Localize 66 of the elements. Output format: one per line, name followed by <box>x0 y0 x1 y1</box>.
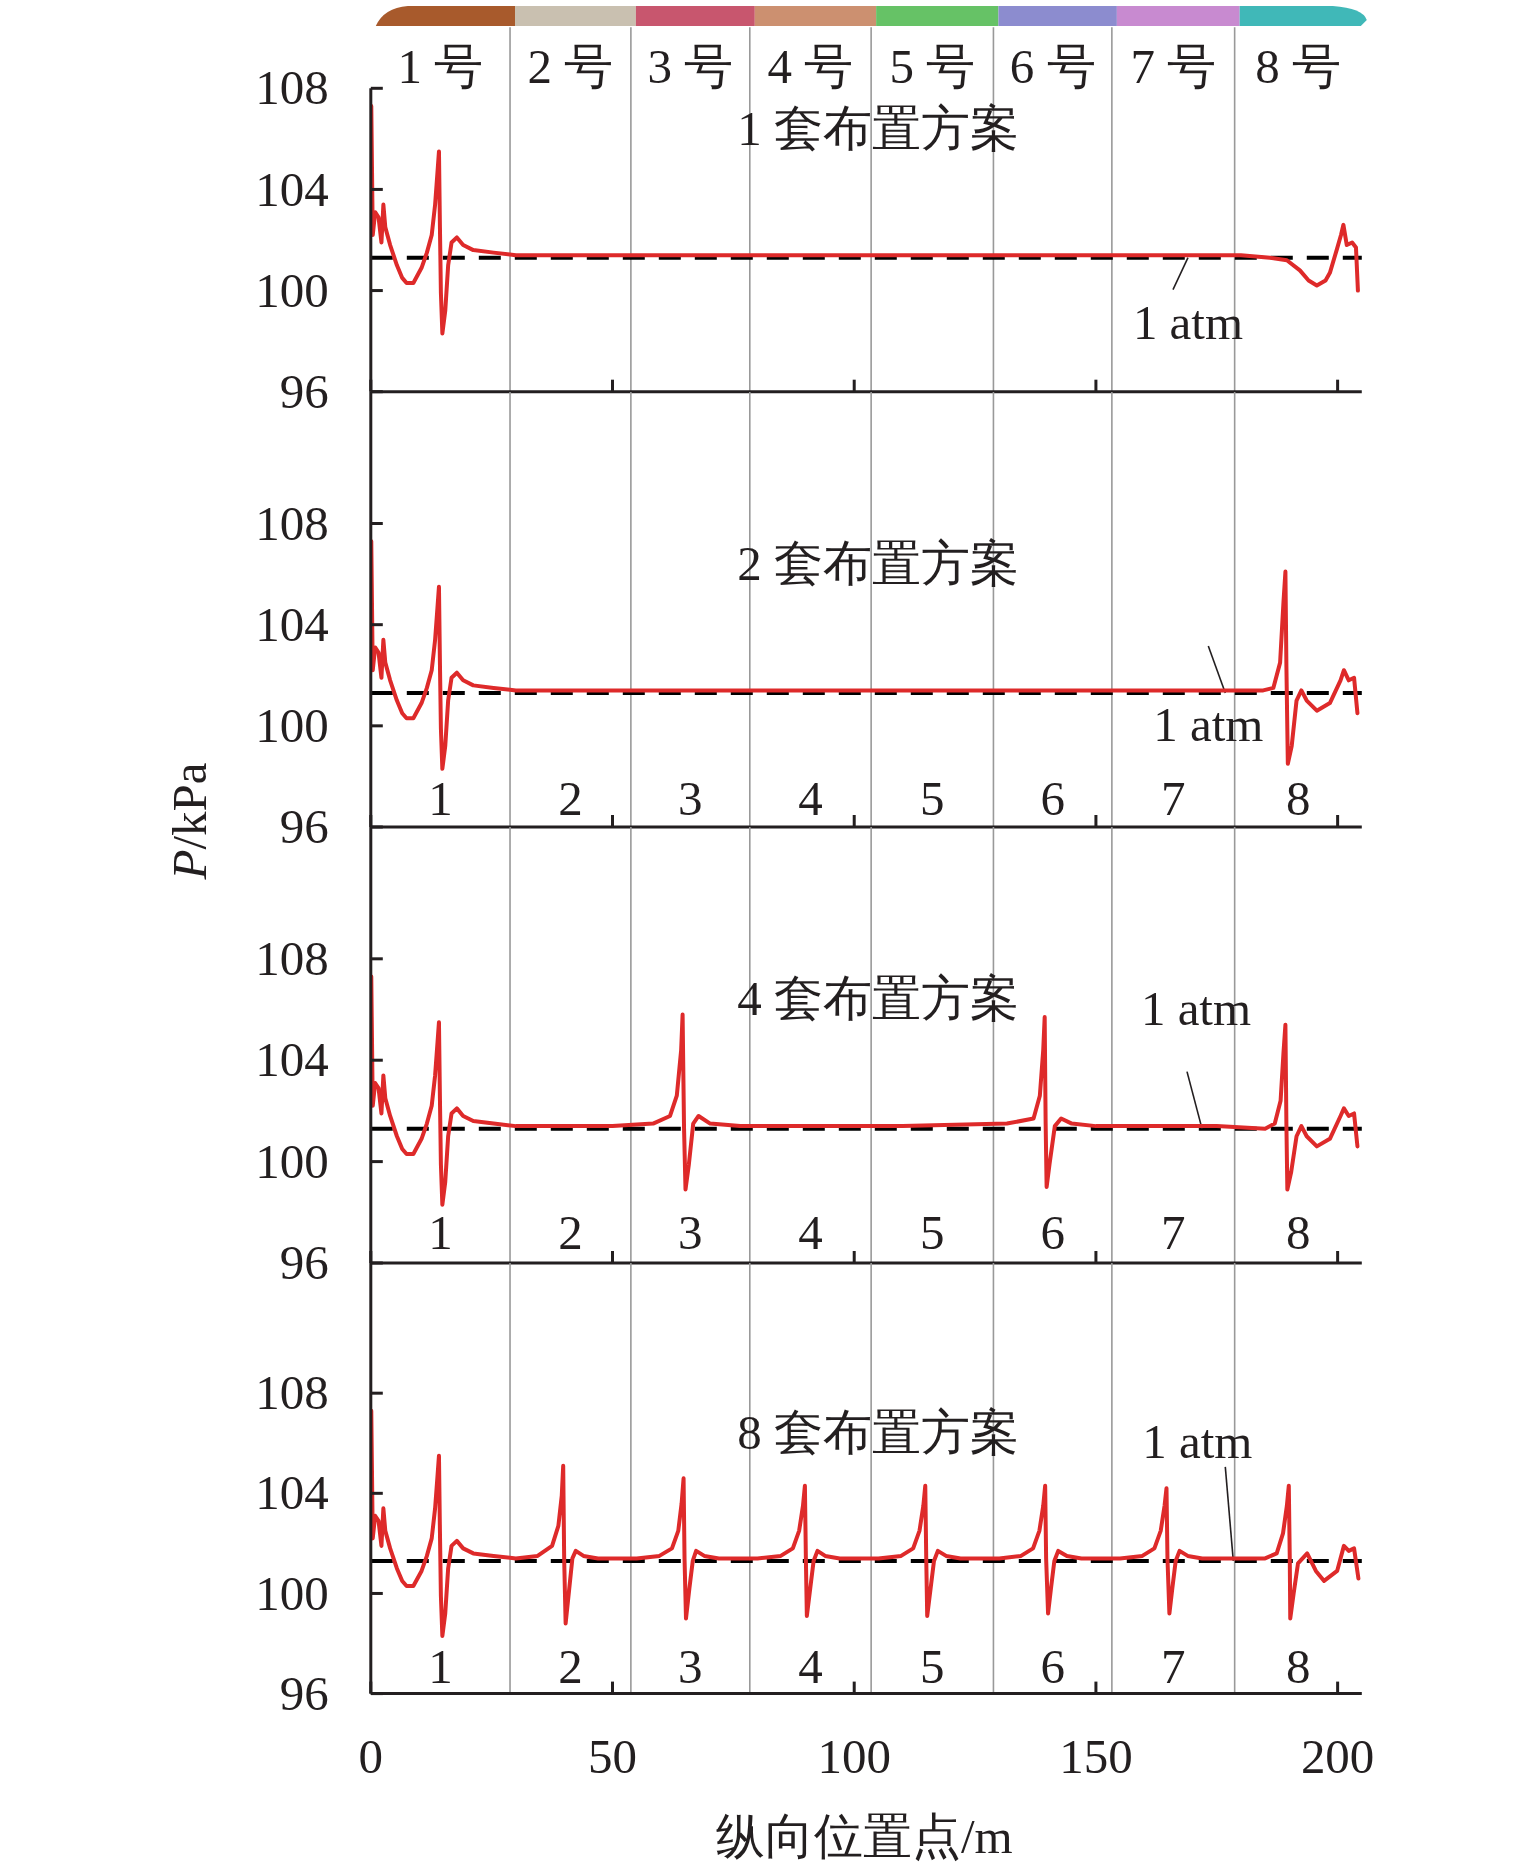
annotation: 8 <box>1285 1638 1311 1694</box>
y-tick-label: 104 <box>255 596 329 652</box>
ref-line-label: 1 atm <box>1153 696 1264 752</box>
x-tick-label: 150 <box>1059 1728 1133 1784</box>
y-tick-label: 104 <box>255 1465 329 1521</box>
annotation: 2 <box>558 770 583 826</box>
annotation: 3 <box>678 1204 703 1260</box>
annotation: 3 <box>678 1638 703 1694</box>
y-tick-label: 96 <box>279 798 329 854</box>
annotation: 6 <box>1040 1204 1065 1260</box>
line-series <box>370 974 1360 1207</box>
ref-line-label: 1 atm <box>1140 980 1252 1036</box>
y-axis-title: P/kPa <box>161 762 217 880</box>
ref-line-label: 1 atm <box>1142 1413 1253 1469</box>
line-series <box>370 538 1360 771</box>
annotation: 7 号 <box>1130 39 1217 95</box>
text: 8 套布置方案 <box>737 1404 1019 1460</box>
text: 2 套布置方案 <box>737 535 1019 591</box>
y-tick-label: 108 <box>255 1365 329 1421</box>
y-tick-label: 100 <box>255 697 329 753</box>
y-tick-label: 100 <box>255 262 329 318</box>
x-tick-label: 50 <box>588 1728 637 1784</box>
annotation: 6 <box>1040 1638 1065 1694</box>
annotation: 1 号 <box>397 39 484 95</box>
x-tick-label: 0 <box>358 1728 384 1784</box>
chart-title: 1 套布置方案 <box>737 100 1019 156</box>
annotation: 8 <box>1285 1204 1311 1260</box>
annotation: 7 <box>1161 1638 1186 1694</box>
y-tick-label: 96 <box>279 1234 329 1290</box>
annotation: 1 <box>428 770 453 826</box>
annotation: 4 号 <box>767 39 854 95</box>
annotation: 2 <box>558 1204 583 1260</box>
annotation: 2 号 <box>527 39 614 95</box>
y-tick-label: 108 <box>255 930 329 986</box>
y-tick-label: 104 <box>255 161 329 217</box>
annotation: 5 <box>920 770 945 826</box>
annotation: 7 <box>1161 1204 1186 1260</box>
annotation: 3 号 <box>647 39 734 95</box>
annotation: 5 <box>920 1204 945 1260</box>
annotation: 4 <box>798 1638 823 1694</box>
text: 4 套布置方案 <box>737 970 1019 1026</box>
annotation: 8 号 <box>1255 39 1342 95</box>
annotation: 6 号 <box>1009 39 1096 95</box>
annotation: 3 <box>678 770 703 826</box>
x-axis-title: 纵向位置点/m <box>715 1808 1013 1864</box>
annotation: 5 号 <box>889 39 976 95</box>
y-tick-label: 108 <box>255 495 329 551</box>
annotation: 2 <box>558 1638 583 1694</box>
y-tick-label: 100 <box>255 1133 329 1189</box>
y-tick-label: 96 <box>279 363 329 419</box>
y-tick-label: 96 <box>279 1665 329 1721</box>
annotation: 5 <box>920 1638 945 1694</box>
y-tick-label: 108 <box>255 60 329 116</box>
ref-line-label: 1 atm <box>1132 294 1244 350</box>
annotation: 7 <box>1161 770 1186 826</box>
y-tick-label: 104 <box>255 1032 329 1088</box>
annotation: 4 <box>798 770 823 826</box>
annotation: 4 <box>798 1204 823 1260</box>
line-series <box>370 1408 1361 1638</box>
annotation: 1 <box>428 1204 453 1260</box>
x-tick-label: 200 <box>1300 1728 1375 1784</box>
annotation: 8 <box>1285 770 1311 826</box>
annotation: 1 <box>428 1638 453 1694</box>
annotation: 6 <box>1040 770 1065 826</box>
x-tick-label: 100 <box>817 1728 891 1784</box>
y-tick-label: 100 <box>255 1565 329 1621</box>
